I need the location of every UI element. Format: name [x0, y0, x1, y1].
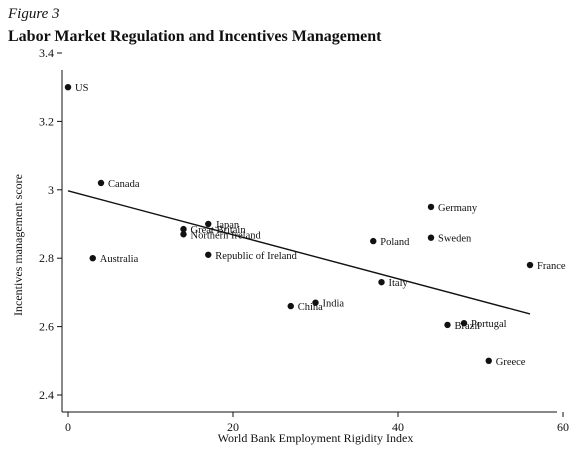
point-india — [312, 299, 319, 306]
point-poland — [370, 237, 377, 245]
point-label-sweden: Sweden — [438, 234, 472, 245]
point-france — [526, 261, 534, 269]
point-italy — [378, 278, 385, 286]
point-brazil — [444, 321, 451, 329]
point-republic-of-ireland — [205, 251, 212, 258]
point-label-great-britain: Great Britain — [191, 225, 247, 236]
y-tick-label: 2.6 — [39, 320, 54, 334]
y-tick-label: 2.8 — [39, 251, 54, 265]
point-germany — [427, 203, 435, 211]
x-tick-label: 20 — [227, 420, 239, 434]
y-tick-label: 2.4 — [39, 388, 54, 402]
point-label-australia: Australia — [100, 254, 139, 265]
point-label-brazil: Brazil — [455, 321, 481, 332]
x-axis-title: World Bank Employment Rigidity Index — [218, 431, 414, 445]
point-china — [287, 302, 294, 310]
fit-line-group — [67, 190, 531, 315]
point-canada — [97, 179, 105, 187]
point-japan — [205, 220, 212, 228]
figure-label: Figure 3 — [8, 6, 60, 22]
point-portugal — [460, 319, 468, 327]
point-great-britain — [180, 225, 187, 233]
point-label-greece: Greece — [496, 357, 526, 368]
point-label-germany: Germany — [438, 203, 478, 214]
y-tick-label: 3 — [48, 183, 54, 197]
axes: 2.4 2.6 2.8 3 3.2 3.4 0 20 40 60 — [39, 46, 569, 434]
point-australia — [89, 255, 96, 262]
y-tick-label: 3.2 — [39, 114, 54, 128]
y-tick-label: 3.4 — [39, 46, 54, 60]
point-label-canada: Canada — [108, 179, 140, 190]
point-label-us: US — [75, 83, 89, 94]
point-northern-ireland — [180, 231, 187, 238]
fit-line — [67, 190, 531, 315]
point-label-japan: Japan — [215, 220, 240, 231]
point-label-italy: Italy — [389, 278, 409, 289]
point-label-france: France — [537, 261, 566, 272]
point-label-china: China — [298, 302, 323, 313]
point-label-republic-of-ireland: Republic of Ireland — [215, 251, 297, 262]
point-label-portugal: Portugal — [471, 319, 507, 330]
x-tick-label: 60 — [557, 420, 569, 434]
point-label-poland: Poland — [380, 237, 410, 248]
point-label-india: India — [323, 299, 345, 310]
point-greece — [485, 357, 492, 364]
x-tick-label: 0 — [65, 420, 71, 434]
x-tick-label: 40 — [392, 420, 404, 434]
point-us — [64, 84, 72, 91]
chart-title: Labor Market Regulation and Incentives M… — [8, 28, 382, 45]
point-label-northern-ireland: Northern Ireland — [191, 230, 262, 241]
point-sweden — [427, 234, 435, 241]
y-axis-title: Incentives management score — [11, 174, 25, 316]
